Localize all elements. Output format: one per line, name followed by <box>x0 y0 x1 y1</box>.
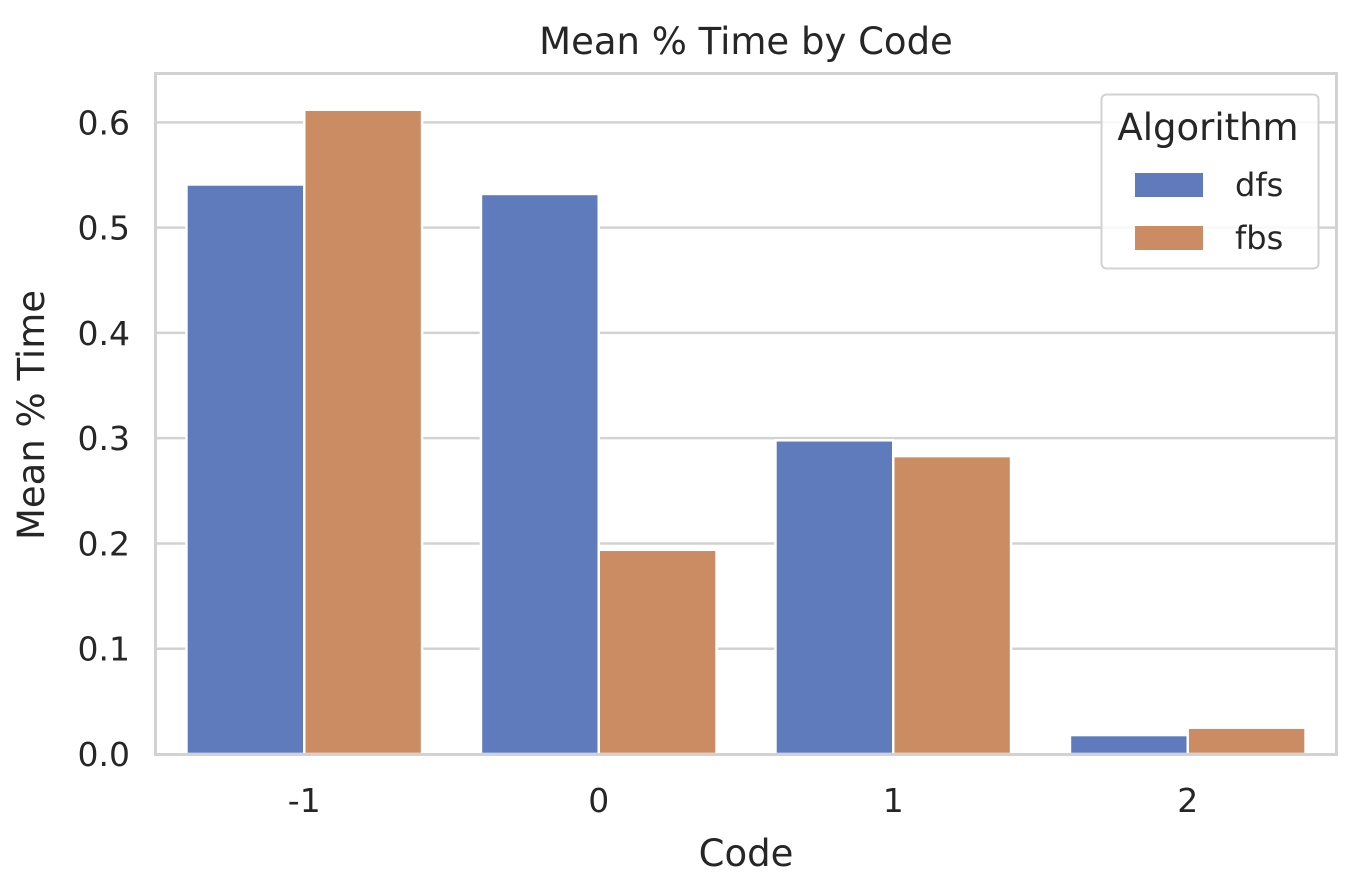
bar-dfs-0 <box>479 192 601 756</box>
legend-swatch-dfs <box>1135 173 1203 197</box>
bar-dfs-2 <box>1068 733 1189 756</box>
x-tick-label: 1 <box>883 781 904 820</box>
legend-swatch-fbs <box>1135 226 1203 250</box>
legend-label-dfs: dfs <box>1235 166 1283 204</box>
x-tick-label: 0 <box>588 781 609 820</box>
x-tick-label: 2 <box>1177 781 1198 820</box>
y-tick-label: 0.2 <box>78 524 130 563</box>
y-axis-ticks: 0.0 0.1 0.2 0.3 0.4 0.5 0.6 <box>78 103 130 774</box>
y-tick-label: 0.4 <box>78 314 130 353</box>
bar-fbs-2 <box>1186 726 1307 756</box>
legend-title: Algorithm <box>1117 106 1298 149</box>
bar-dfs-1 <box>774 439 895 756</box>
y-tick-label: 0.6 <box>78 103 130 142</box>
bar-fbs--1 <box>303 108 424 756</box>
x-axis-ticks: -1 0 1 2 <box>288 781 1198 820</box>
bars <box>185 108 1307 756</box>
x-tick-label: -1 <box>288 781 321 820</box>
y-tick-label: 0.3 <box>78 419 130 458</box>
legend-label-fbs: fbs <box>1235 219 1283 257</box>
x-axis-label: Code <box>699 832 794 875</box>
y-tick-label: 0.1 <box>78 630 130 669</box>
legend: Algorithm dfs fbs <box>1100 93 1320 270</box>
y-axis-label: Mean % Time <box>10 290 53 540</box>
chart-title: Mean % Time by Code <box>539 20 953 63</box>
legend-box <box>1100 93 1320 270</box>
y-tick-label: 0.0 <box>78 735 130 774</box>
plot-frame <box>154 72 1338 756</box>
y-tick-label: 0.5 <box>78 209 130 248</box>
bar-dfs--1 <box>185 183 306 756</box>
bar-fbs-0 <box>597 548 718 756</box>
bar-fbs-1 <box>892 454 1013 756</box>
